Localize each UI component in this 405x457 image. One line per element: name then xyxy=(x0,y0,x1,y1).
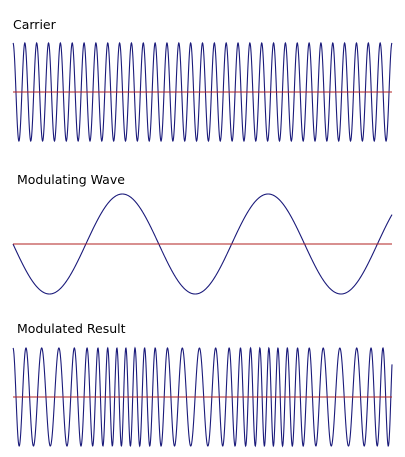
modulated-panel: Modulated Result xyxy=(12,321,393,448)
carrier-title: Carrier xyxy=(13,17,57,32)
carrier-wave xyxy=(12,41,393,143)
modulating-wave xyxy=(12,193,393,295)
modulated-title: Modulated Result xyxy=(17,321,126,336)
modulated-wave xyxy=(12,346,393,448)
modulating-panel: Modulating Wave xyxy=(12,172,393,295)
modulating-title: Modulating Wave xyxy=(17,172,125,187)
carrier-panel: Carrier xyxy=(12,17,393,143)
